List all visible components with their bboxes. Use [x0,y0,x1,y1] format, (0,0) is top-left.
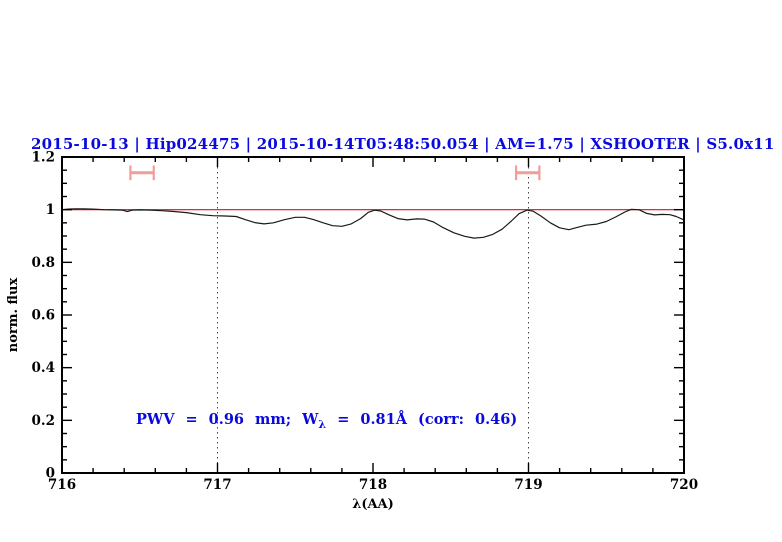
y-axis-title: norm. flux [6,278,21,353]
pwv-annotation-pre: PWV = 0.96 mm; W [136,411,319,428]
spectrum-line [61,208,685,239]
y-tick-label: 0.8 [32,255,56,271]
x-tick-label: 718 [359,477,387,493]
y-tick-label: 0.2 [32,413,56,429]
y-tick-label: 1 [46,202,55,218]
y-tick-label: 0.4 [32,360,56,376]
pwv-annotation-post: = 0.81Å (corr: 0.46) [326,411,518,428]
y-tick-label: 0.6 [32,308,56,324]
pwv-annotation-lambda-subscript: λ [318,417,327,431]
x-tick-label: 716 [48,477,76,493]
x-tick-label: 719 [514,477,542,493]
x-tick-label: 717 [203,477,231,493]
x-tick-label: 720 [670,477,698,493]
x-axis-title: λ(AA) [352,497,394,512]
pwv-annotation: PWV = 0.96 mm; Wλ = 0.81Å (corr: 0.46) [136,411,517,431]
plot-title: 2015-10-13 | Hip024475 | 2015-10-14T05:4… [31,135,775,153]
y-tick-label: 0 [46,466,55,482]
y-tick-label: 1.2 [32,150,56,166]
